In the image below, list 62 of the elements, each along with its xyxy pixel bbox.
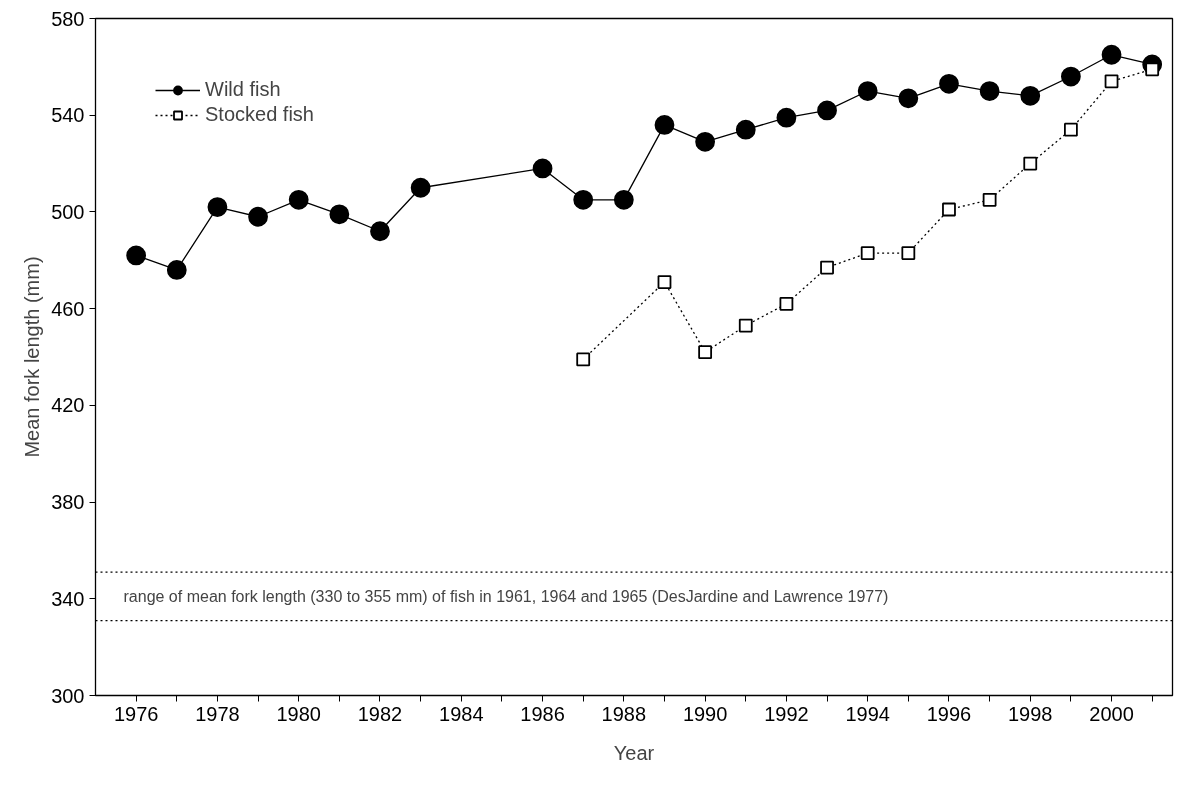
point (898, 88, 919, 109)
y-tick-label: 460 (51, 297, 85, 320)
legend-label: Wild fish (205, 78, 281, 101)
point (288, 189, 309, 210)
x-tick-label: 1986 (520, 702, 565, 725)
x-axis-title: Year (613, 741, 655, 764)
x-tick-label: 1982 (357, 702, 403, 725)
point (939, 73, 959, 94)
point (1023, 156, 1038, 171)
point (126, 245, 147, 266)
x-tick-label: 1992 (764, 702, 809, 725)
x-tick-label: 1988 (601, 702, 647, 725)
point (860, 246, 875, 260)
point (817, 100, 837, 121)
point (654, 115, 675, 135)
x-tick-label: 1980 (276, 702, 321, 725)
point (1064, 122, 1078, 137)
point (857, 81, 878, 101)
x-tick-label: 1976 (113, 702, 159, 725)
point (1061, 66, 1081, 87)
y-tick-label: 420 (51, 394, 85, 417)
point (1020, 85, 1041, 106)
point (695, 131, 716, 152)
point (410, 177, 431, 198)
point (573, 189, 594, 210)
point (1104, 74, 1119, 89)
x-tick-label: 1994 (845, 702, 890, 725)
y-tick-label: 300 (51, 684, 85, 707)
point (942, 202, 956, 217)
point (576, 352, 591, 367)
legend-label: Stocked fish (205, 103, 314, 126)
point (657, 275, 672, 289)
x-tick-label: 1990 (682, 702, 728, 725)
point (776, 107, 797, 128)
point (982, 192, 997, 207)
point (370, 221, 390, 242)
point (820, 260, 834, 275)
point (248, 206, 268, 227)
y-tick-label: 340 (51, 587, 85, 610)
point (698, 345, 713, 360)
point (532, 158, 553, 179)
y-tick-label: 380 (51, 491, 85, 514)
point (738, 318, 753, 333)
point (207, 197, 228, 217)
x-tick-label: 1996 (926, 702, 972, 725)
y-tick-label: 500 (51, 200, 85, 223)
y-tick-label: 580 (51, 7, 85, 30)
x-tick-label: 2000 (1089, 702, 1134, 725)
y-tick-label: 540 (51, 104, 85, 127)
annotation: range of mean fork length (330 to 355 mm) of fish in 1961, 1964 and 1965 (DesJardine and Lawrence 1977) (123, 587, 889, 605)
point (979, 81, 1000, 101)
x-tick-label: 1998 (1008, 702, 1053, 725)
x-tick-label: 1978 (195, 702, 240, 725)
point (613, 189, 634, 210)
point (779, 296, 794, 311)
point (901, 246, 916, 260)
point (329, 204, 350, 225)
y-axis-title: Mean fork length (mm) (21, 256, 44, 458)
x-tick-label: 1984 (439, 702, 484, 725)
point (1101, 44, 1122, 65)
point (735, 119, 756, 140)
point (166, 260, 187, 280)
